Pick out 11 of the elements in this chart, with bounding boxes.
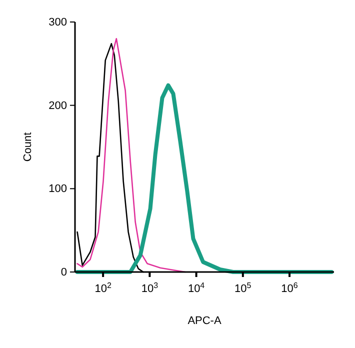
x-tick-label: 10$^{5}$ [234, 280, 252, 295]
x-tick-label: 10$^{6}$ [281, 280, 298, 295]
x-axis-title: APC-A [188, 315, 222, 327]
x-tick-label: 10$^{4}$ [188, 280, 206, 295]
y-tick-label: 100 [48, 183, 67, 196]
y-tick-label: 0 [60, 266, 67, 279]
y-tick-label: 200 [48, 100, 67, 112]
x-tick-label: 10$^{3}$ [141, 280, 159, 295]
y-tick-label: 300 [48, 16, 67, 29]
y-axis-title: Count [22, 132, 34, 162]
x-tick-label: 10$^{2}$ [94, 280, 112, 295]
